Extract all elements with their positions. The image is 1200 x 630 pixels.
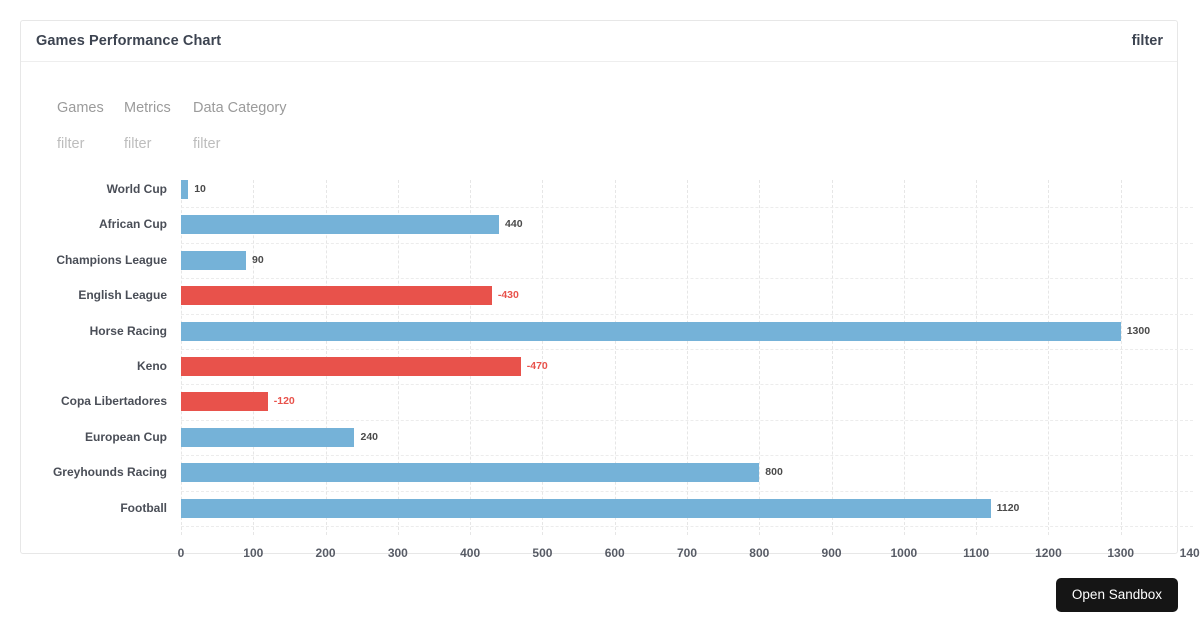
bar-category-label: Champions League (56, 252, 167, 267)
bar-value-label: 800 (765, 466, 783, 479)
bar-category-label: Copa Libertadores (60, 394, 167, 409)
bar-row: African Cup 440 (99, 215, 1193, 235)
bar[interactable] (181, 463, 760, 483)
bar[interactable] (181, 321, 1121, 341)
gridline-vertical (614, 180, 616, 535)
x-axis-tick-label: 100 (243, 546, 264, 560)
bar-value-label: 240 (360, 430, 379, 443)
bar-category-label: Keno (137, 359, 167, 373)
x-axis: 0 100 200 300 400 500 600 700 800 900 1000 1100 1200… (177, 546, 1200, 564)
bar[interactable] (181, 427, 355, 447)
x-axis-tick-label: 400 (460, 546, 481, 560)
bar-category-label: English League (78, 288, 167, 303)
x-axis-tick-label: 700 (676, 546, 698, 560)
x-axis-tick-label: 1200 (1035, 546, 1062, 560)
x-axis-tick-label: 300 (387, 546, 408, 560)
bar-row: Horse Racing 1300 (90, 321, 1193, 341)
card-header: Games Performance Chart filter (21, 21, 1177, 62)
bar-category-label: Horse Racing (89, 323, 167, 338)
bar[interactable] (181, 498, 991, 518)
bar-value-label: 1300 (1126, 324, 1151, 337)
x-axis-tick-label: 0 (177, 546, 185, 560)
bar-value-label: 90 (252, 253, 264, 266)
x-axis-tick-label: 1100 (963, 546, 990, 560)
filter-input-data-category[interactable]: filter (193, 135, 221, 152)
bar-row: Football 1120 (120, 498, 1193, 518)
x-axis-tick-label: 500 (532, 546, 553, 560)
filter-input-games[interactable]: filter (57, 135, 85, 152)
bar-value-label: -470 (526, 360, 548, 372)
bar-row: Copa Libertadores -120 (61, 392, 1193, 412)
bar-category-label: World Cup (106, 182, 167, 196)
bar-category-label: Football (120, 500, 167, 515)
plot-area: World Cup 10 African Cup 440 Champions Leagu… (53, 180, 1193, 535)
gridline-vertical (903, 180, 905, 535)
gridline-horizontal (181, 242, 1193, 244)
gridline-vertical (759, 180, 761, 535)
x-axis-tick-label: 1000 (890, 546, 918, 560)
bar[interactable] (181, 180, 189, 199)
filter-label-games: Games (57, 100, 104, 116)
header-filter-button[interactable]: filter (1131, 33, 1163, 49)
gridline-vertical (542, 180, 544, 535)
gridline-vertical (1048, 180, 1050, 535)
bar-category-label: African Cup (98, 217, 167, 232)
filter-label-data-category: Data Category (193, 100, 287, 116)
filter-row: Games filter Metrics filter Data Categor… (21, 62, 1177, 162)
gridline-vertical (976, 180, 978, 535)
x-axis-tick-label: 1300 (1107, 546, 1135, 560)
bar[interactable] (181, 357, 521, 376)
x-axis-tick-label: 1400 (1179, 546, 1200, 560)
gridline-horizontal (181, 490, 1193, 492)
bar-row: Keno -470 (137, 357, 1193, 376)
x-axis-tick-label: 600 (604, 546, 625, 560)
bar-category-label: European Cup (84, 429, 167, 444)
bar[interactable] (181, 250, 247, 270)
bar-row: English League -430 (78, 286, 1193, 306)
bar[interactable] (181, 215, 500, 235)
filter-group-metrics: Metrics filter (124, 62, 171, 151)
open-sandbox-button[interactable]: Open Sandbox (1055, 578, 1178, 612)
gridline-vertical (687, 180, 688, 535)
bar-row: Champions League 90 (56, 250, 1193, 270)
x-axis-tick-label: 900 (821, 546, 842, 560)
filter-label-metrics: Metrics (124, 100, 171, 116)
x-axis-tick-label: 800 (749, 546, 770, 560)
bar[interactable] (181, 286, 492, 306)
gridline-horizontal (181, 455, 1193, 457)
bar-row: European Cup 240 (85, 427, 1193, 447)
gridline-vertical (1120, 180, 1122, 535)
gridline-horizontal (181, 278, 1193, 280)
bar-row: World Cup 10 (107, 180, 1193, 199)
bar-value-label: 440 (505, 218, 523, 231)
x-axis-tick-label: 200 (315, 546, 336, 560)
gridline-horizontal (181, 207, 1193, 209)
bar[interactable] (181, 392, 268, 412)
gridline-horizontal (181, 349, 1193, 350)
filter-group-data-category: Data Category filter (193, 62, 287, 151)
bar-value-label: 1120 (996, 501, 1020, 514)
games-performance-card: Games Performance Chart filter Games fil… (20, 20, 1200, 560)
bar-category-label: Greyhounds Racing (52, 465, 167, 480)
bar-value-label: -120 (273, 395, 295, 408)
filter-group-games: Games filter (57, 62, 104, 151)
gridline-horizontal (181, 526, 1193, 527)
gridline-vertical (831, 180, 833, 535)
bar-row: Greyhounds Racing 800 (53, 463, 1193, 483)
gridline-horizontal (181, 419, 1193, 421)
bar-chart: World Cup 10 African Cup 440 Champions Leagu… (21, 162, 1200, 560)
filter-input-metrics[interactable]: filter (124, 135, 152, 152)
bar-value-label: 10 (194, 183, 206, 195)
gridline-horizontal (181, 313, 1193, 315)
gridline-horizontal (181, 384, 1193, 386)
bar-value-label: -430 (497, 289, 519, 302)
page-title: Games Performance Chart (36, 33, 222, 49)
